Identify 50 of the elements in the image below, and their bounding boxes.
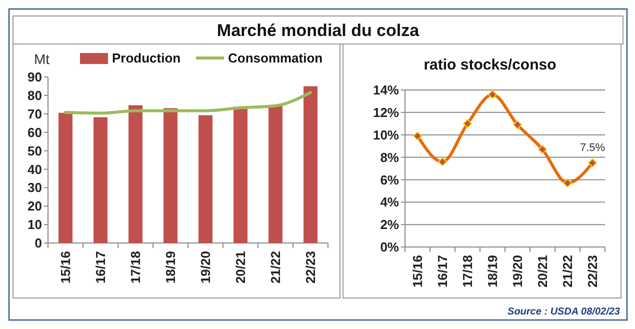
x-tick-label: 17/18 [460,255,476,288]
y-tick-label: 2% [380,217,400,232]
y-tick-label: 40 [28,162,42,177]
x-tick-label: 22/23 [585,255,600,288]
x-tick-label: 21/22 [268,251,284,284]
y-tick-label: 14% [372,82,400,98]
bar [128,105,142,243]
legend-label: Production [112,50,181,66]
chart-title: Marché mondial du colza [216,20,420,40]
y-tick-label: 70 [28,106,42,122]
y-tick-label: 80 [28,88,42,103]
bar [234,106,248,243]
x-tick-label: 19/20 [198,251,214,284]
y-tick-label: 8% [380,150,400,165]
y-tick-label: 4% [380,194,400,210]
source-note: Source : USDA 08/02/23 [508,306,620,318]
x-tick-label: 15/16 [58,251,74,284]
bar [58,112,72,243]
x-tick-label: 16/17 [93,251,108,284]
x-tick-label: 18/19 [163,251,178,284]
y-tick-label: 90 [28,70,42,85]
line-series [64,90,312,115]
x-tick-label: 19/20 [510,255,526,288]
y-tick-label: 0 [34,236,42,251]
y-tick-label: 50 [28,143,42,158]
y-tick-label: 0% [380,240,400,255]
chart-title: ratio stocks/conso [424,56,556,74]
x-tick-label: 15/16 [410,255,426,288]
bar [164,108,178,243]
y-tick-label: 6% [380,172,400,188]
bar [268,106,282,243]
x-tick-label: 16/17 [435,255,450,288]
y-axis-title: Mt [34,50,50,67]
x-tick-label: 22/23 [303,251,318,284]
bar [304,86,318,243]
y-tick-label: 12% [372,104,400,120]
bar [94,117,108,243]
x-tick-label: 18/19 [485,255,500,288]
y-tick-label: 10% [372,127,400,142]
y-tick-label: 20 [28,198,42,214]
y-tick-label: 60 [28,124,42,140]
x-tick-label: 21/22 [560,255,576,288]
x-tick-label: 17/18 [128,251,144,284]
x-tick-label: 20/21 [233,251,248,284]
legend-label: Consommation [228,50,323,66]
y-tick-label: 10 [28,217,42,232]
y-tick-label: 30 [28,180,42,196]
data-label: 7.5% [580,142,606,154]
bar [198,115,212,243]
x-tick-label: 20/21 [535,255,550,288]
